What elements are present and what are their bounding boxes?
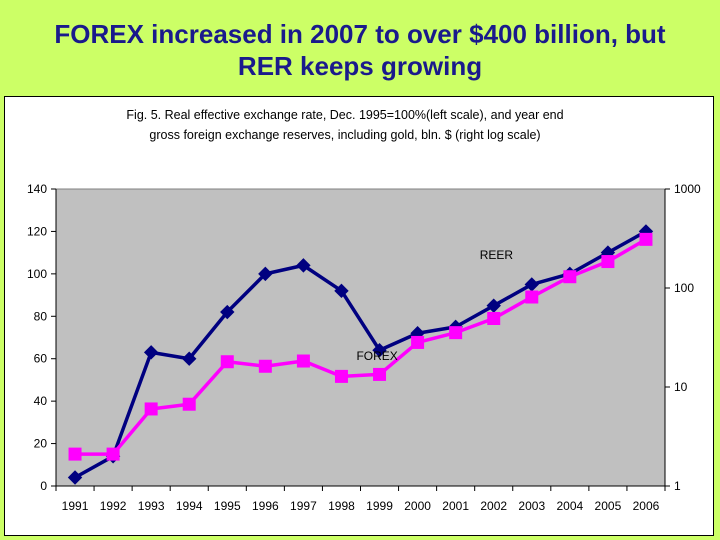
chart-title-line-1: Fig. 5. Real effective exchange rate, De… bbox=[126, 108, 563, 122]
slide-title: FOREX increased in 2007 to over $400 bil… bbox=[0, 18, 720, 82]
y-left-tick-label: 20 bbox=[34, 437, 48, 451]
forex-point bbox=[334, 369, 348, 383]
y-left-tick-label: 40 bbox=[34, 394, 48, 408]
reer-point bbox=[258, 266, 273, 282]
y-right-tick-label: 100 bbox=[674, 281, 694, 295]
x-tick-label: 1997 bbox=[290, 499, 317, 513]
y-left-tick-label: 0 bbox=[40, 479, 47, 493]
forex-point bbox=[144, 402, 158, 416]
forex-point bbox=[220, 355, 234, 369]
y-left-tick-label: 80 bbox=[34, 309, 48, 323]
forex-point bbox=[487, 311, 501, 325]
slide-title-line-1: FOREX increased in 2007 to over $400 bil… bbox=[54, 19, 666, 49]
y-left-tick-label: 120 bbox=[27, 224, 47, 238]
forex-point bbox=[68, 447, 82, 461]
x-tick-label: 1992 bbox=[100, 499, 127, 513]
forex-point bbox=[373, 367, 387, 381]
forex-point bbox=[296, 354, 310, 368]
x-tick-label: 2004 bbox=[556, 499, 583, 513]
forex-point bbox=[411, 335, 425, 349]
reer-point bbox=[182, 351, 197, 366]
forex-point bbox=[639, 232, 653, 246]
x-tick-label: 1993 bbox=[138, 499, 165, 513]
x-tick-label: 2005 bbox=[595, 499, 622, 513]
forex-point bbox=[258, 359, 272, 373]
forex-point bbox=[525, 290, 539, 304]
x-tick-label: 2000 bbox=[404, 499, 431, 513]
x-tick-label: 2003 bbox=[518, 499, 545, 513]
reer-point bbox=[296, 258, 311, 273]
y-right-tick-label: 1000 bbox=[674, 182, 701, 196]
x-tick-label: 2001 bbox=[442, 499, 469, 513]
y-left-tick-label: 60 bbox=[34, 352, 48, 366]
forex-point bbox=[449, 326, 463, 340]
x-tick-label: 2002 bbox=[480, 499, 507, 513]
reer-point bbox=[67, 470, 83, 485]
chart: Fig. 5. Real effective exchange rate, De… bbox=[27, 108, 701, 513]
x-tick-label: 2006 bbox=[633, 499, 660, 513]
y-left-tick-label: 140 bbox=[27, 182, 47, 196]
reer-line bbox=[74, 229, 647, 480]
series-label-forex: FOREX bbox=[356, 349, 397, 363]
x-tick-label: 1998 bbox=[328, 499, 355, 513]
y-right-tick-label: 1 bbox=[674, 479, 681, 493]
y-right-tick-label: 10 bbox=[674, 380, 688, 394]
forex-line bbox=[75, 237, 647, 456]
x-tick-label: 1995 bbox=[214, 499, 241, 513]
slide-title-line-2: RER keeps growing bbox=[237, 51, 483, 81]
reer-point bbox=[220, 304, 235, 320]
chart-frame: Fig. 5. Real effective exchange rate, De… bbox=[4, 96, 714, 536]
reer-point bbox=[372, 343, 387, 358]
forex-point bbox=[182, 397, 196, 411]
forex-point bbox=[563, 270, 577, 284]
forex-point bbox=[106, 447, 120, 461]
reer-point bbox=[143, 345, 159, 360]
y-left-tick-label: 100 bbox=[27, 267, 47, 281]
plot-area bbox=[55, 188, 666, 487]
forex-point bbox=[601, 255, 615, 269]
x-tick-label: 1991 bbox=[62, 499, 89, 513]
x-tick-label: 1999 bbox=[366, 499, 393, 513]
reer-point bbox=[334, 283, 349, 299]
chart-title-line-2: gross foreign exchange reserves, includi… bbox=[149, 128, 540, 142]
x-tick-label: 1994 bbox=[176, 499, 203, 513]
series-label-reer: REER bbox=[480, 248, 514, 262]
x-tick-label: 1996 bbox=[252, 499, 279, 513]
